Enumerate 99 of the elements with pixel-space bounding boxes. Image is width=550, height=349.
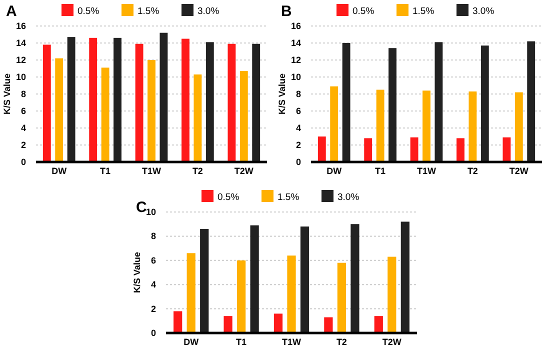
bar	[200, 228, 209, 333]
x-tick-label: T2	[467, 166, 478, 176]
y-tick-label: 16	[290, 21, 301, 31]
bar	[376, 90, 384, 162]
bar	[148, 60, 156, 162]
y-tick-label: 2	[20, 140, 26, 150]
y-tick-label: 0	[20, 157, 26, 167]
chart-title: B	[281, 3, 292, 20]
y-tick-label: 0	[150, 328, 156, 338]
bar	[337, 262, 346, 333]
x-tick-label: T1	[375, 166, 386, 176]
bar	[55, 58, 64, 162]
bar	[324, 317, 333, 333]
x-tick-label: T1	[100, 166, 111, 176]
y-tick-label: 12	[290, 55, 301, 65]
x-tick-label: DW	[184, 337, 200, 347]
bar	[42, 44, 51, 162]
bar	[228, 44, 236, 162]
y-tick-label: 4	[296, 123, 301, 133]
bar	[400, 222, 410, 333]
y-tick-label: 2	[150, 304, 156, 314]
x-tick-label: T2	[336, 337, 347, 347]
y-tick-label: 4	[150, 280, 156, 290]
bar	[410, 137, 418, 162]
legend-label: 1.5%	[412, 6, 435, 17]
bar	[160, 32, 168, 162]
legend-label: 3.0%	[338, 192, 360, 203]
y-tick-label: 16	[16, 21, 26, 31]
bar	[502, 137, 511, 162]
y-tick-label: 0	[296, 157, 301, 167]
y-axis-title: K/S Value	[132, 252, 142, 294]
chart-title: C	[136, 199, 147, 216]
x-tick-label: DW	[52, 166, 68, 176]
y-axis-title: K/S Value	[2, 73, 12, 115]
bar	[468, 91, 477, 162]
bar	[350, 224, 360, 333]
y-tick-label: 14	[290, 38, 301, 48]
x-tick-label: T2W	[509, 166, 529, 176]
bar	[274, 314, 283, 333]
bar	[374, 316, 383, 333]
bar	[101, 68, 110, 162]
bar	[342, 43, 350, 162]
x-tick-label: T2	[192, 166, 203, 176]
bar	[527, 41, 536, 162]
x-tick-label: T2W	[382, 337, 402, 347]
x-tick-label: T1W	[282, 337, 302, 347]
bar	[135, 44, 144, 162]
bar	[89, 38, 98, 162]
y-tick-label: 10	[290, 72, 301, 82]
y-tick-label: 8	[20, 89, 26, 99]
legend-label: 3.0%	[198, 6, 220, 17]
bar	[250, 225, 259, 333]
y-tick-label: 14	[16, 38, 26, 48]
bar	[456, 138, 464, 162]
bar	[252, 44, 260, 162]
bar	[240, 71, 248, 162]
bar	[174, 311, 182, 333]
y-tick-label: 6	[150, 255, 156, 266]
bar	[422, 90, 430, 162]
x-tick-label: T1	[236, 337, 247, 347]
y-tick-label: 6	[20, 106, 26, 116]
y-tick-label: 10	[146, 207, 156, 217]
x-tick-label: T1W	[417, 166, 437, 176]
y-tick-label: 2	[296, 140, 301, 150]
legend-label: 0.5%	[352, 6, 375, 17]
chart-title: A	[6, 3, 17, 20]
bar	[206, 42, 214, 162]
y-tick-label: 8	[296, 89, 301, 99]
bar	[114, 38, 122, 162]
y-tick-label: 10	[16, 72, 26, 82]
bar	[318, 136, 326, 162]
bar	[194, 74, 202, 162]
x-tick-label: T1W	[142, 166, 162, 176]
bar	[182, 38, 190, 162]
legend-label: 1.5%	[138, 6, 160, 17]
bar	[388, 48, 396, 162]
bar	[186, 253, 196, 333]
legend-label: 1.5%	[278, 192, 300, 203]
legend-label: 3.0%	[472, 6, 495, 17]
y-axis-title: K/S Value	[277, 73, 287, 115]
y-tick-label: 12	[16, 55, 26, 65]
bar	[67, 37, 76, 162]
y-tick-label: 6	[296, 106, 301, 116]
bar	[330, 86, 338, 162]
bar	[364, 138, 372, 162]
x-tick-label: T2W	[234, 166, 254, 176]
legend-label: 0.5%	[218, 192, 240, 203]
legend-label: 0.5%	[78, 6, 100, 17]
bar	[236, 260, 246, 333]
bar	[287, 256, 296, 333]
y-tick-label: 4	[20, 123, 26, 133]
bar	[300, 226, 310, 333]
bar	[514, 92, 523, 162]
bar	[224, 316, 232, 333]
bar	[388, 256, 396, 333]
bar	[480, 46, 489, 162]
x-tick-label: DW	[326, 166, 342, 176]
y-tick-label: 8	[150, 231, 156, 242]
bar	[434, 42, 443, 162]
